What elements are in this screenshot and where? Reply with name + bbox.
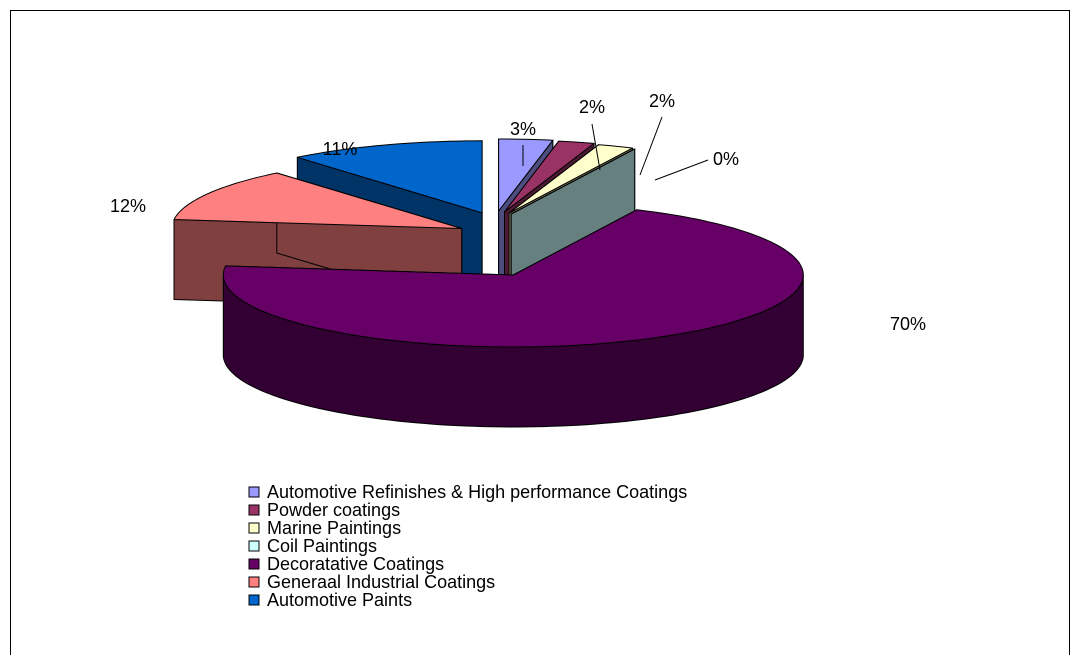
slice-top: [173, 172, 463, 229]
data-label: 70%: [890, 314, 926, 334]
legend-swatch: [248, 558, 260, 570]
slice-top: [508, 144, 633, 214]
legend-label: Generaal Industrial Coatings: [267, 572, 495, 592]
slice-top: [296, 140, 483, 214]
legend-label: Coil Paintings: [267, 536, 377, 556]
data-label: 3%: [510, 119, 536, 139]
legend-label: Powder coatings: [267, 500, 400, 520]
legend-label: Automotive Paints: [267, 590, 412, 610]
legend-swatch: [248, 504, 260, 516]
slice-top: [510, 148, 636, 215]
legend-label: Marine Paintings: [267, 518, 401, 538]
legend-label: Automotive Refinishes & High performance…: [267, 482, 687, 502]
slice-top: [504, 140, 595, 213]
data-label: 12%: [110, 196, 146, 216]
legend-swatch: [248, 594, 260, 606]
leader-line: [639, 116, 663, 176]
slice-top: [498, 138, 554, 212]
leader-line: [591, 123, 601, 171]
pie-slice: [222, 209, 804, 428]
legend-label: Decoratative Coatings: [267, 554, 444, 574]
legend-swatch: [248, 486, 260, 498]
legend-swatch: [248, 540, 260, 552]
data-label: 11%: [323, 139, 358, 159]
leader-line: [654, 159, 709, 181]
legend-swatch: [248, 522, 260, 534]
data-label: 2%: [649, 91, 675, 111]
data-label: 2%: [579, 97, 605, 117]
data-label: 0%: [713, 149, 739, 169]
slice-top: [222, 209, 804, 348]
legend-swatch: [248, 576, 260, 588]
